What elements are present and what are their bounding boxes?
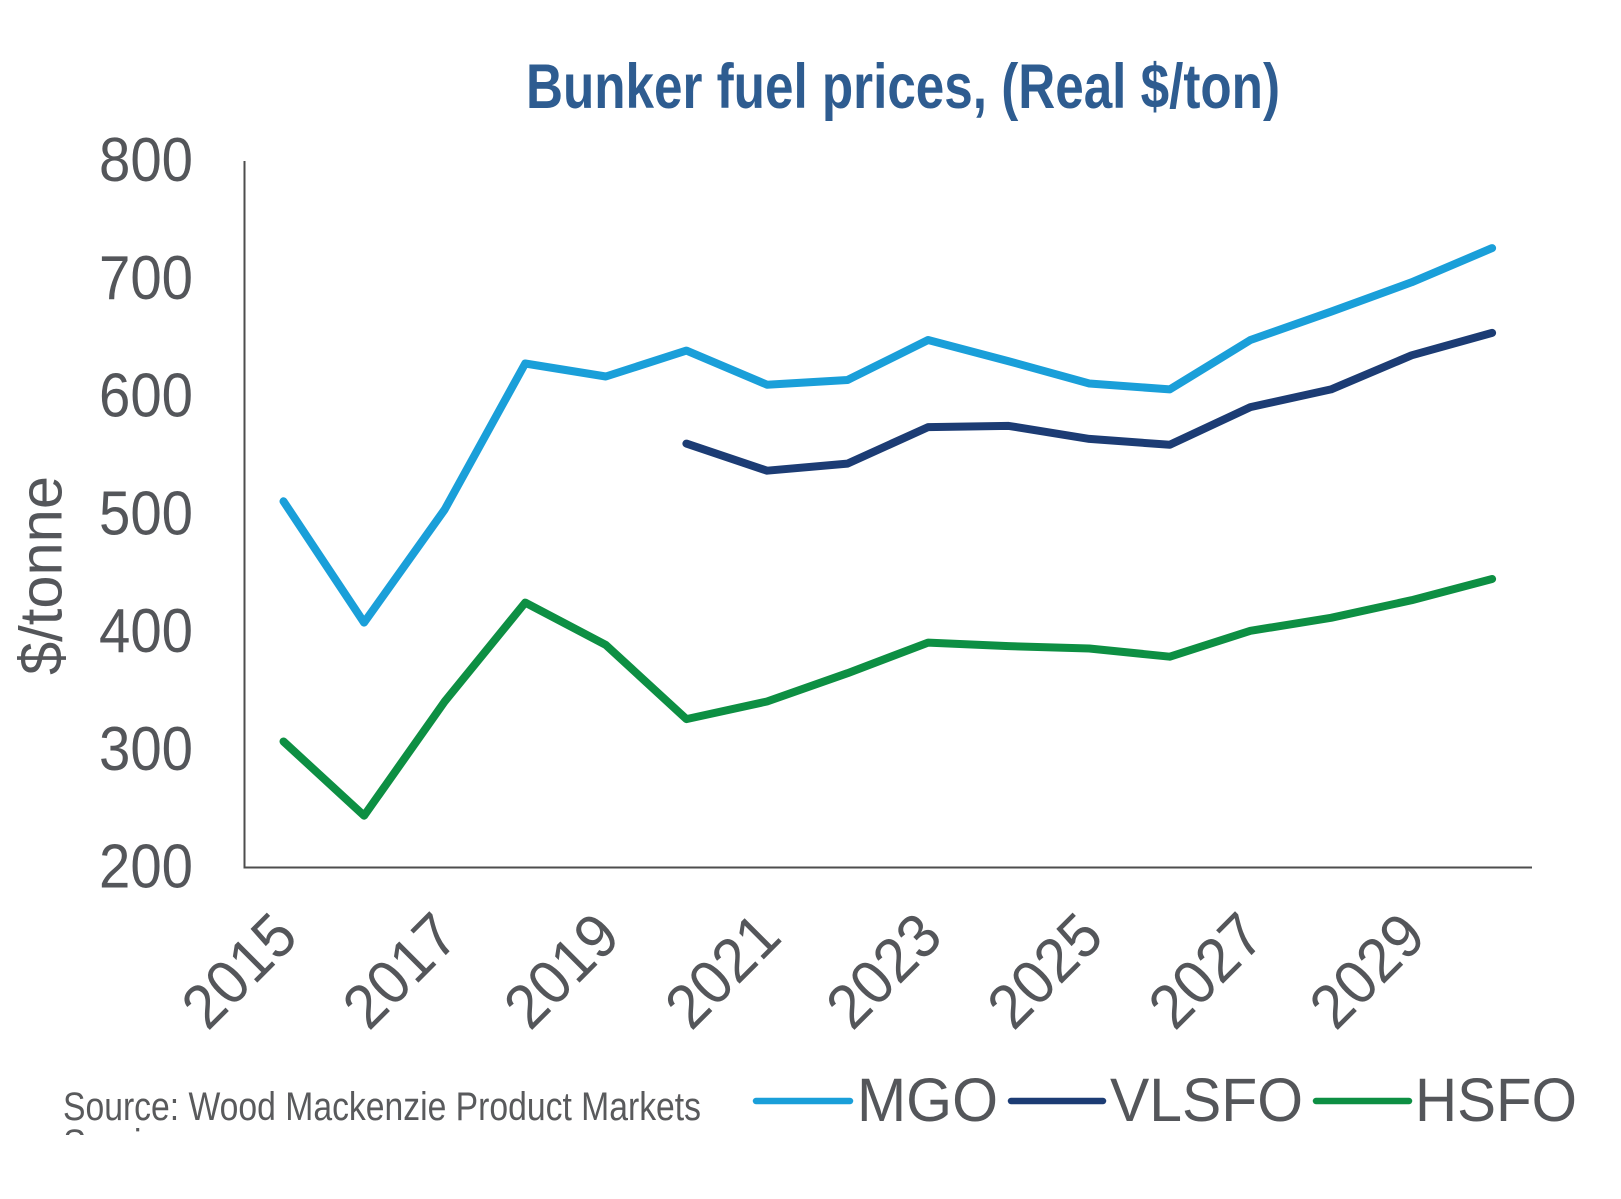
svg-text:200: 200 (99, 833, 193, 902)
svg-text:400: 400 (99, 597, 193, 666)
svg-text:Bunker fuel prices, (Real $/to: Bunker fuel prices, (Real $/ton) (526, 52, 1280, 122)
svg-text:VLSFO: VLSFO (1110, 1066, 1303, 1134)
svg-text:500: 500 (99, 479, 193, 548)
svg-text:Source: Wood Mackenzie Product: Source: Wood Mackenzie Product Markets (63, 1085, 701, 1129)
svg-text:MGO: MGO (857, 1066, 998, 1134)
svg-text:600: 600 (99, 362, 193, 431)
svg-text:$/tonne: $/tonne (8, 476, 75, 675)
svg-text:HSFO: HSFO (1415, 1066, 1577, 1134)
svg-text:700: 700 (99, 244, 193, 313)
svg-text:300: 300 (99, 715, 193, 784)
svg-text:800: 800 (99, 126, 193, 195)
